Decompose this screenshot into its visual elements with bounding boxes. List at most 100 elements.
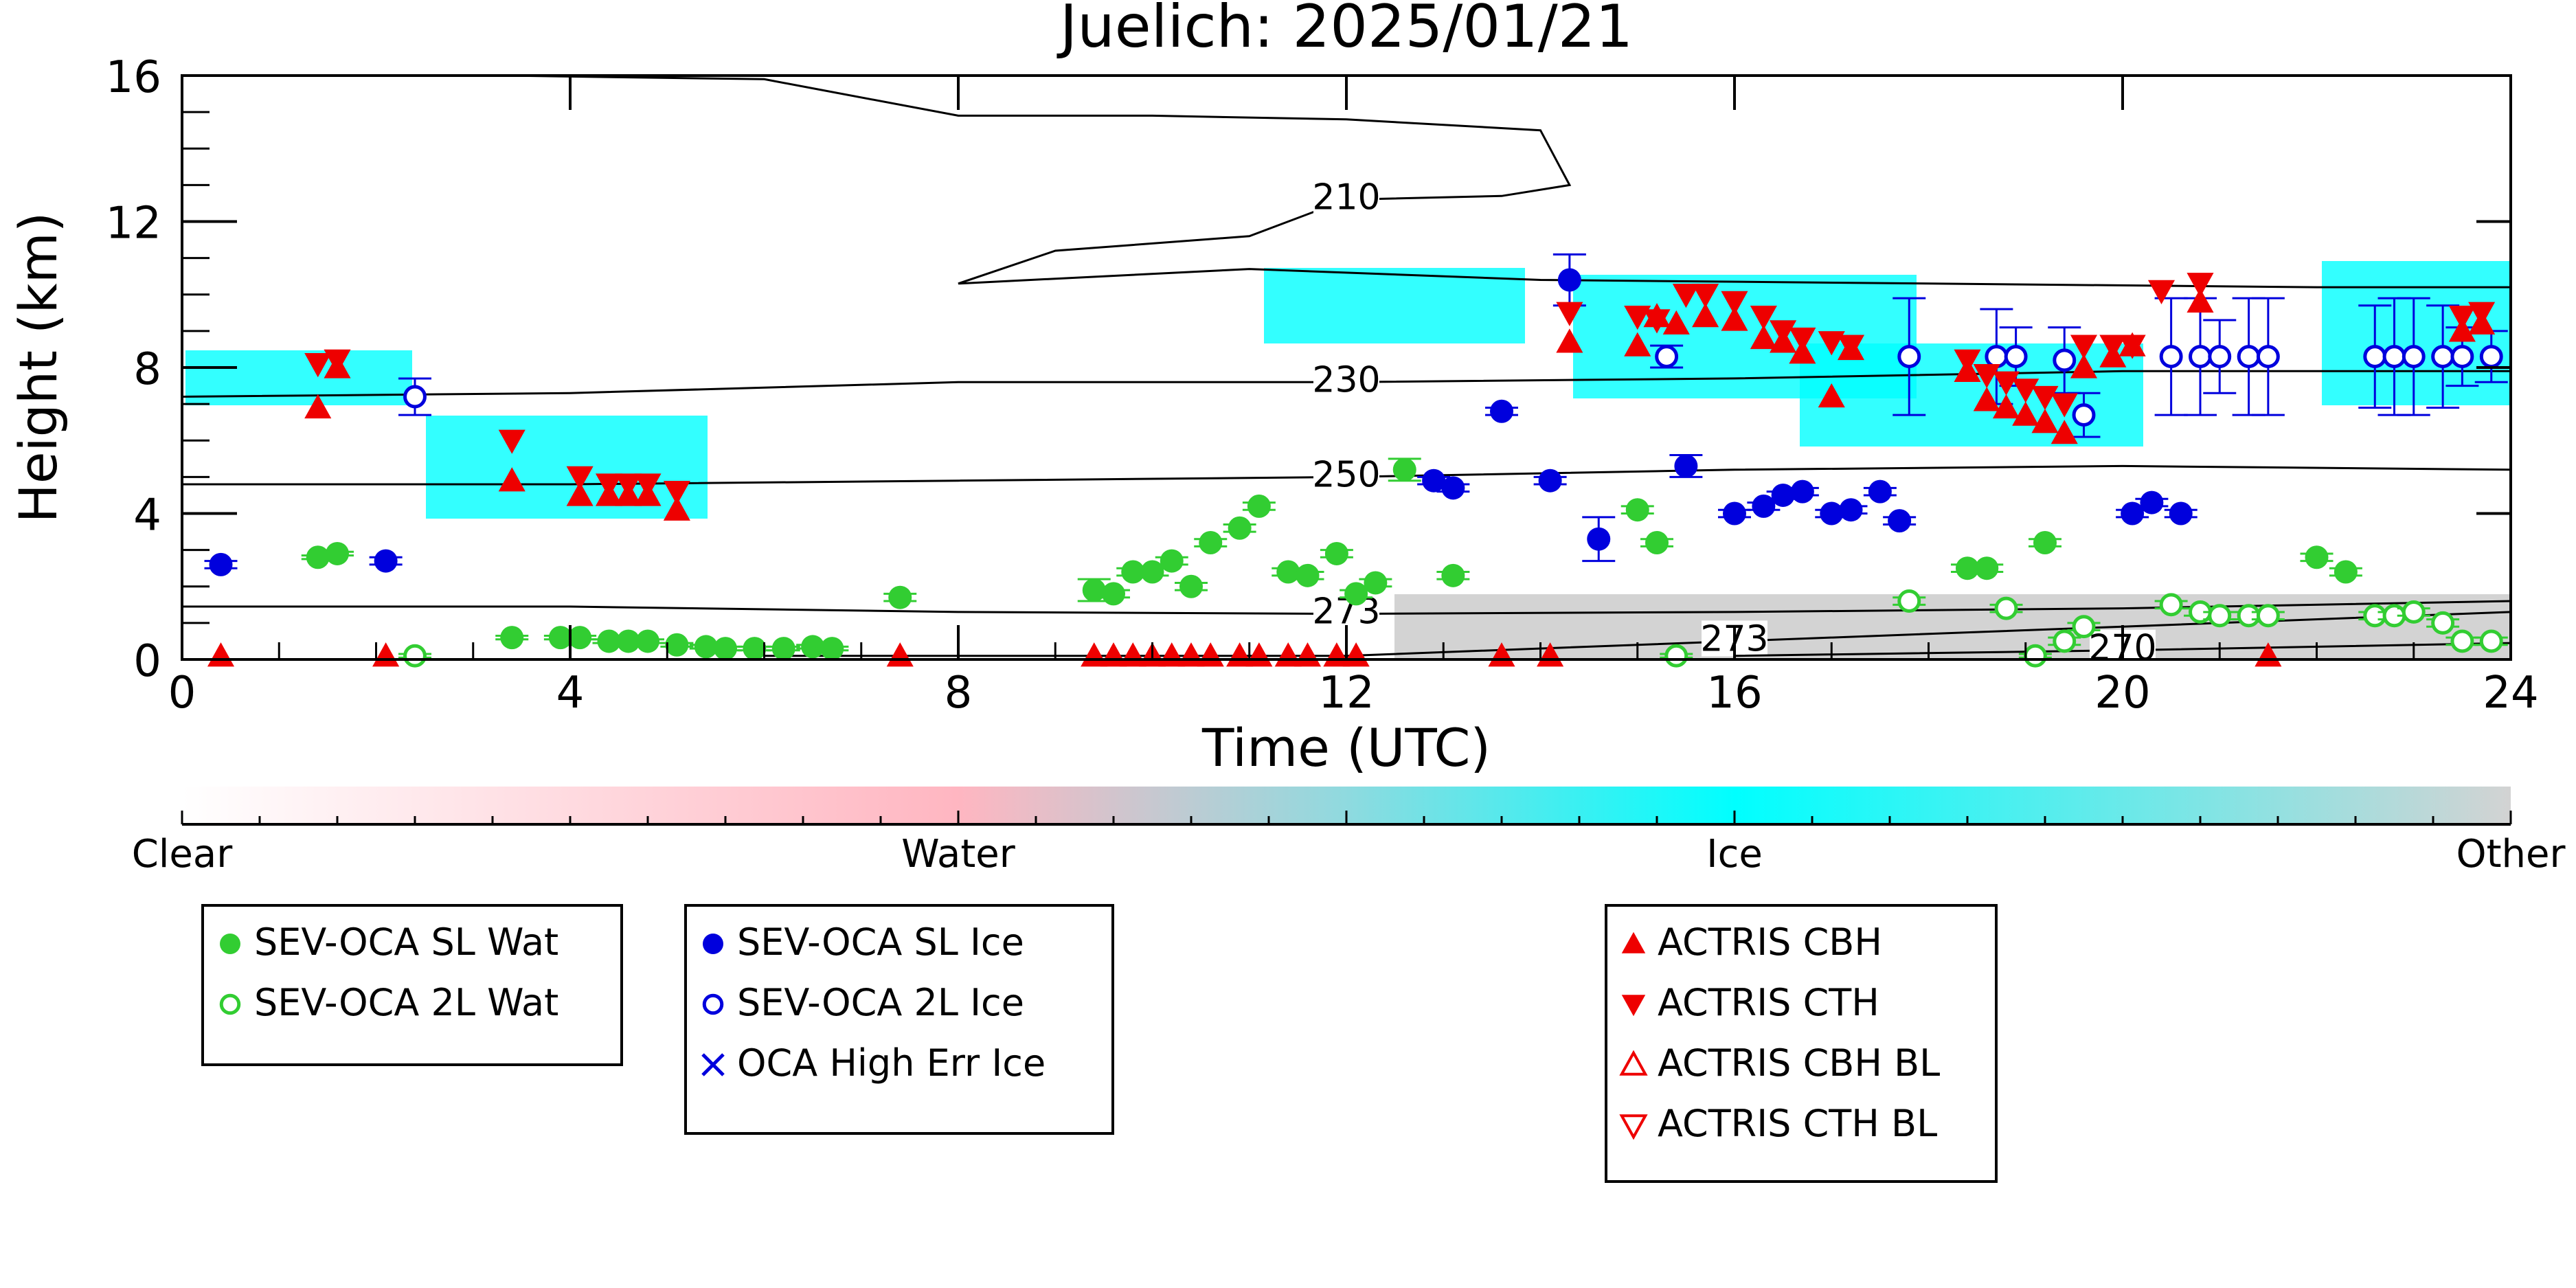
- actris-cth-point: [324, 349, 351, 374]
- sev-oca-2l-wat-point: [2431, 611, 2455, 635]
- x-tick-label: 0: [168, 668, 196, 719]
- actris-cth-point: [1973, 363, 2000, 389]
- sev-oca-2l-wat-point: [2402, 600, 2426, 624]
- sev-oca-2l-ice-point: [2363, 345, 2387, 369]
- sev-oca-sl-wat-point: [1625, 498, 1649, 522]
- sev-oca-2l-wat-point: [2479, 629, 2503, 653]
- actris-cth-point: [2468, 302, 2496, 326]
- contour-line-0: [502, 74, 2511, 289]
- actris-cth-point: [304, 353, 332, 378]
- actris-cbh-point: [1662, 310, 1690, 335]
- actris-cbh-point: [498, 467, 526, 492]
- actris-cbh-point: [2012, 401, 2040, 426]
- sev-oca-sl-wat-point: [1160, 549, 1184, 573]
- sev-oca-sl-ice-point: [1888, 509, 1912, 533]
- sev-oca-sl-ice-point: [1490, 399, 1513, 423]
- sev-oca-sl-wat-point: [665, 633, 689, 657]
- actris-cth-point: [2031, 385, 2059, 411]
- contour-label-bg-2: [1313, 456, 1379, 493]
- sev-oca-sl-wat-point: [1344, 582, 1368, 606]
- sev-oca-2l-ice-point: [2256, 345, 2280, 369]
- actris-cth-point: [498, 429, 526, 454]
- sev-oca-sl-wat-point: [1228, 516, 1252, 540]
- sev-oca-sl-ice-point: [374, 549, 398, 573]
- sev-oca-sl-wat-point: [743, 637, 767, 661]
- actris-cbh-point: [886, 642, 914, 667]
- sev-oca-2l-ice-point: [2072, 403, 2096, 427]
- actris-cth-point: [634, 473, 662, 498]
- sev-oca-sl-ice-point: [2169, 501, 2193, 526]
- sev-oca-sl-wat-point: [2033, 531, 2057, 554]
- legend-marker-sev-oca-sl-wat: [220, 934, 240, 954]
- actris-cth-point: [1954, 349, 1981, 374]
- sev-oca-sl-wat-point: [1441, 563, 1465, 587]
- actris-cth-point: [2147, 280, 2176, 304]
- sev-oca-sl-wat-point: [306, 545, 330, 569]
- colorbar-label: Other: [2456, 832, 2566, 877]
- x-tick-label: 20: [2094, 668, 2150, 719]
- sev-oca-sl-ice-point: [1839, 498, 1863, 522]
- contour-label-bg-0: [1313, 179, 1379, 215]
- contour-label-2: 250: [1312, 454, 1380, 495]
- sev-oca-sl-ice-point: [1674, 454, 1698, 478]
- actris-cbh-point: [207, 642, 235, 667]
- sev-oca-2l-wat-point: [403, 644, 427, 668]
- sev-oca-2l-ice-point: [2208, 345, 2232, 369]
- sev-oca-sl-wat-point: [2305, 545, 2329, 569]
- y-tick-label: 0: [133, 636, 161, 687]
- legend-marker-sev-oca-sl-ice: [703, 934, 723, 954]
- sev-oca-sl-ice-point: [209, 552, 233, 576]
- actris-cbh-point: [1973, 387, 2000, 411]
- sev-oca-sl-wat-point: [1956, 556, 1979, 580]
- sev-oca-sl-wat-point: [694, 635, 718, 659]
- sev-oca-sl-wat-point: [326, 541, 349, 565]
- actris-cth-point: [1672, 284, 1699, 308]
- sev-oca-2l-ice-point: [2189, 345, 2212, 369]
- actris-cth-point: [2012, 379, 2040, 403]
- actris-cth-point: [1770, 320, 1797, 345]
- actris-cbh-point: [1750, 324, 1777, 350]
- sev-oca-2l-wat-point: [2256, 604, 2280, 628]
- actris-cth-point: [1692, 284, 1719, 308]
- actris-cth-point: [615, 473, 642, 498]
- sev-oca-sl-wat-point: [888, 585, 912, 609]
- sev-oca-sl-wat-point: [1324, 541, 1348, 565]
- y-tick-label: 8: [133, 344, 161, 395]
- contour-label-bg-1: [1313, 361, 1379, 398]
- actris-cbh-point: [2070, 354, 2098, 379]
- legend-marker-actris-cth: [1621, 995, 1646, 1017]
- sev-oca-sl-wat-point: [1199, 531, 1223, 554]
- legend-label-actris-cbh-bl: ACTRIS CBH BL: [1658, 1041, 1940, 1085]
- colorbar-label: Water: [901, 832, 1016, 877]
- sev-oca-2l-ice-point: [2431, 345, 2455, 369]
- legend-label-actris-cbh: ACTRIS CBH: [1658, 920, 1882, 964]
- actris-cbh-point: [1624, 332, 1651, 357]
- legends: SEV-OCA SL Wat SEV-OCA 2L Wat SEV-OCA SL I…: [201, 904, 1998, 1183]
- x-tick-label: 12: [1318, 668, 1374, 719]
- sev-oca-2l-ice-point: [2382, 345, 2406, 369]
- axes: 0 4 8 12 16 20 24 0 4 8 12 16: [106, 52, 2539, 719]
- phase-colorbar: Clear Water Ice Other: [132, 787, 2566, 877]
- sev-oca-sl-ice-point: [1422, 468, 1446, 493]
- sev-oca-sl-wat-point: [1121, 560, 1145, 584]
- sev-oca-sl-wat-point: [1364, 571, 1388, 595]
- sev-oca-2l-ice-point: [2450, 345, 2474, 369]
- sev-oca-sl-wat-point: [636, 629, 659, 653]
- actris-cth-point: [2448, 305, 2476, 330]
- actris-cbh-point: [2187, 288, 2214, 313]
- actris-cbh-point: [1818, 383, 1845, 408]
- ice-region-2: [426, 416, 708, 519]
- actris-cbh-point: [304, 394, 332, 419]
- legend-label-oca-high-err-ice: OCA High Err Ice: [737, 1041, 1046, 1085]
- sev-oca-sl-ice-point: [1557, 268, 1581, 292]
- sev-oca-sl-wat-point: [500, 626, 524, 650]
- legend-marker-sev-oca-2l-ice: [702, 993, 724, 1015]
- actris-cth-point: [566, 466, 594, 490]
- sev-oca-2l-ice-point: [2237, 345, 2261, 369]
- sev-oca-sl-wat-point: [771, 637, 795, 661]
- sev-oca-2l-ice-point: [1985, 345, 2009, 369]
- sev-oca-2l-ice-point: [2402, 345, 2426, 369]
- sev-oca-sl-wat-point: [714, 637, 737, 661]
